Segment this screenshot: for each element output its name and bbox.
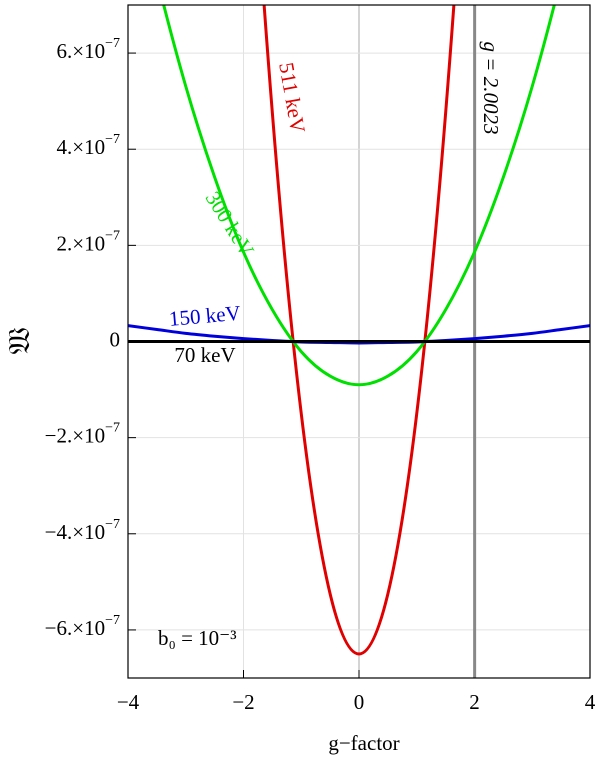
y-tick-label: 0 (110, 327, 121, 351)
x-tick-label: −2 (232, 690, 254, 714)
series-line (262, 5, 456, 656)
plot-area (128, 5, 590, 656)
y-tick-label: −6.×10−7 (45, 613, 120, 640)
y-tick-label: 6.×10−7 (57, 36, 121, 63)
series-line (162, 5, 556, 387)
plot-frame (127, 4, 591, 679)
series-label: 511 keV (274, 61, 310, 135)
annotation: b₀ = 10⁻³ (158, 626, 237, 650)
x-tick-label: 2 (469, 690, 480, 714)
y-axis-label: 𝔚 (3, 327, 36, 354)
y-tick-label: 2.×10−7 (57, 229, 121, 256)
x-tick-label: 0 (354, 690, 365, 714)
series-label: 70 keV (174, 343, 235, 367)
x-tick-label: 4 (585, 690, 596, 714)
y-tick-label: −4.×10−7 (45, 517, 120, 544)
reference-label: g = 2.0023 (479, 42, 503, 135)
x-tick-label: −4 (117, 690, 140, 714)
series-label: 150 keV (168, 301, 242, 331)
y-tick-label: 4.×10−7 (57, 132, 121, 159)
series-label: 300 keV (201, 187, 259, 261)
y-tick-label: −2.×10−7 (45, 421, 120, 448)
x-axis-label: g−factor (328, 731, 399, 755)
